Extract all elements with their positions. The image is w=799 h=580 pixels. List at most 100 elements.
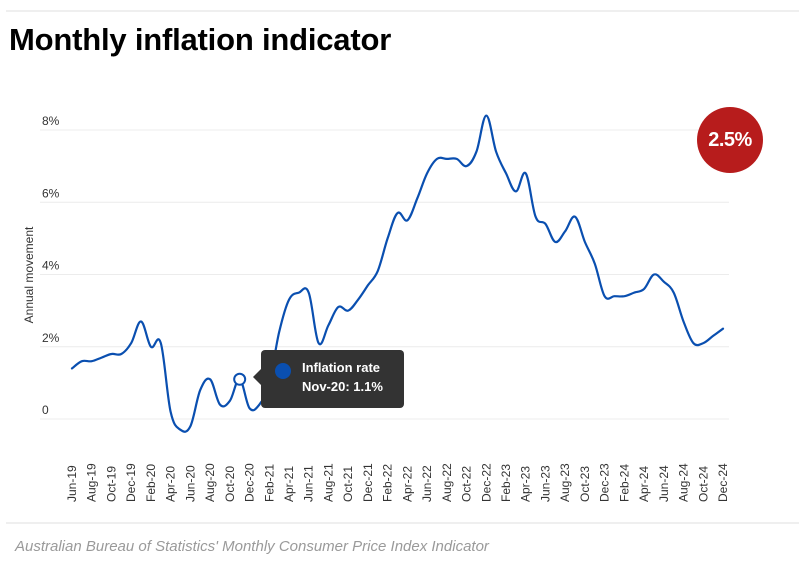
data-point-jun-24[interactable]	[660, 278, 668, 286]
x-tick-label: Feb-21	[262, 464, 276, 502]
tooltip: Inflation rate Nov-20: 1.1%	[253, 350, 404, 408]
data-point-mar-23[interactable]	[512, 187, 520, 195]
data-point-feb-22[interactable]	[384, 234, 392, 242]
x-tick-label: Aug-19	[85, 463, 99, 502]
latest-value-badge: 2.5%	[697, 107, 763, 173]
data-point-jun-21[interactable]	[305, 289, 313, 297]
data-point-sep-22[interactable]	[453, 155, 461, 163]
data-point-jul-19[interactable]	[78, 357, 86, 365]
data-point-mar-21[interactable]	[275, 328, 283, 336]
data-point-may-20[interactable]	[177, 426, 185, 434]
x-tick-label: Aug-20	[203, 463, 217, 502]
data-point-dec-23[interactable]	[601, 292, 609, 300]
series-line-inflation-rate[interactable]	[70, 114, 725, 433]
data-point-apr-21[interactable]	[285, 296, 293, 304]
data-point-oct-22[interactable]	[463, 162, 471, 170]
data-point-sep-23[interactable]	[571, 213, 579, 221]
data-point-aug-21[interactable]	[324, 321, 332, 329]
x-tick-label: Oct-21	[341, 466, 355, 502]
x-tick-label: Jun-20	[183, 465, 197, 502]
data-point-sep-21[interactable]	[334, 303, 342, 311]
data-point-aug-23[interactable]	[561, 227, 569, 235]
data-point-may-22[interactable]	[413, 195, 421, 203]
data-point-jan-22[interactable]	[374, 267, 382, 275]
data-point-aug-19[interactable]	[88, 357, 96, 365]
y-tick-label: 4%	[42, 259, 60, 273]
top-divider	[6, 10, 799, 12]
data-point-jun-20[interactable]	[186, 422, 194, 430]
x-tick-label: Jun-19	[65, 465, 79, 502]
data-point-feb-23[interactable]	[502, 169, 510, 177]
data-point-sep-24[interactable]	[689, 339, 697, 347]
data-point-dec-21[interactable]	[364, 281, 372, 289]
data-point-jun-23[interactable]	[541, 220, 549, 228]
data-point-jan-20[interactable]	[137, 317, 145, 325]
data-point-nov-19[interactable]	[117, 350, 125, 358]
data-point-may-24[interactable]	[650, 271, 658, 279]
data-point-jun-22[interactable]	[423, 169, 431, 177]
data-point-aug-22[interactable]	[443, 155, 451, 163]
data-point-mar-24[interactable]	[630, 289, 638, 297]
x-tick-label: Dec-24	[716, 463, 730, 502]
x-tick-label: Jun-21	[302, 465, 316, 502]
data-point-oct-19[interactable]	[107, 350, 115, 358]
y-axis-label: Annual movement	[22, 226, 36, 323]
data-point-apr-24[interactable]	[640, 285, 648, 293]
data-point-sep-20[interactable]	[216, 401, 224, 409]
x-tick-label: Dec-19	[124, 463, 138, 502]
grid-lines	[40, 129, 729, 420]
x-tick-label: Apr-23	[519, 466, 533, 502]
x-tick-label: Apr-22	[400, 466, 414, 502]
data-point-dec-24[interactable]	[719, 325, 727, 333]
data-point-jun-19[interactable]	[68, 364, 76, 372]
data-point-sep-19[interactable]	[98, 354, 106, 362]
page-title: Monthly inflation indicator	[9, 22, 392, 57]
x-tick-label: Jun-24	[657, 465, 671, 502]
x-tick-label: Dec-22	[479, 463, 493, 502]
data-point-nov-23[interactable]	[591, 260, 599, 268]
x-tick-label: Dec-23	[598, 463, 612, 502]
data-point-aug-20[interactable]	[206, 375, 214, 383]
data-point-mar-20[interactable]	[157, 339, 165, 347]
data-point-may-21[interactable]	[295, 289, 303, 297]
x-tick-label: Oct-22	[460, 466, 474, 502]
data-point-nov-24[interactable]	[709, 332, 717, 340]
data-point-apr-22[interactable]	[403, 216, 411, 224]
data-point-jul-23[interactable]	[551, 238, 559, 246]
series-color-dot-icon	[275, 363, 291, 379]
data-point-jul-20[interactable]	[196, 386, 204, 394]
x-tick-label: Aug-22	[440, 463, 454, 502]
data-point-dec-19[interactable]	[127, 339, 135, 347]
data-point-jul-22[interactable]	[433, 155, 441, 163]
data-point-aug-24[interactable]	[680, 317, 688, 325]
line-chart: 0 2% 4% 6% 8% Annual movement Jun-19 Aug-19 Oc…	[22, 112, 730, 502]
data-point-may-23[interactable]	[532, 213, 540, 221]
x-tick-label: Oct-20	[223, 466, 237, 502]
x-tick-label: Oct-24	[696, 466, 710, 502]
data-point-nov-22[interactable]	[472, 148, 480, 156]
data-point-oct-20[interactable]	[226, 397, 234, 405]
data-point-apr-23[interactable]	[522, 169, 530, 177]
bottom-divider	[6, 522, 799, 524]
x-tick-label: Aug-23	[558, 463, 572, 502]
data-point-dec-20[interactable]	[246, 404, 254, 412]
data-point-oct-23[interactable]	[581, 238, 589, 246]
data-point-oct-21[interactable]	[344, 307, 352, 315]
y-tick-label: 6%	[42, 186, 60, 200]
data-point-jan-24[interactable]	[611, 292, 619, 300]
data-point-feb-20[interactable]	[147, 343, 155, 351]
data-point-nov-21[interactable]	[354, 296, 362, 304]
data-point-apr-20[interactable]	[167, 408, 175, 416]
data-point-feb-24[interactable]	[620, 292, 628, 300]
hover-point-marker[interactable]	[233, 372, 247, 386]
x-tick-label: Apr-20	[164, 466, 178, 502]
data-point-mar-22[interactable]	[394, 209, 402, 217]
data-point-dec-22[interactable]	[482, 112, 490, 120]
data-point-jan-23[interactable]	[492, 148, 500, 156]
x-tick-label: Aug-24	[677, 463, 691, 502]
x-tick-label: Apr-24	[637, 466, 651, 502]
y-tick-label: 0	[42, 403, 49, 417]
data-point-oct-24[interactable]	[699, 339, 707, 347]
data-point-jul-21[interactable]	[315, 339, 323, 347]
data-point-jul-24[interactable]	[670, 289, 678, 297]
